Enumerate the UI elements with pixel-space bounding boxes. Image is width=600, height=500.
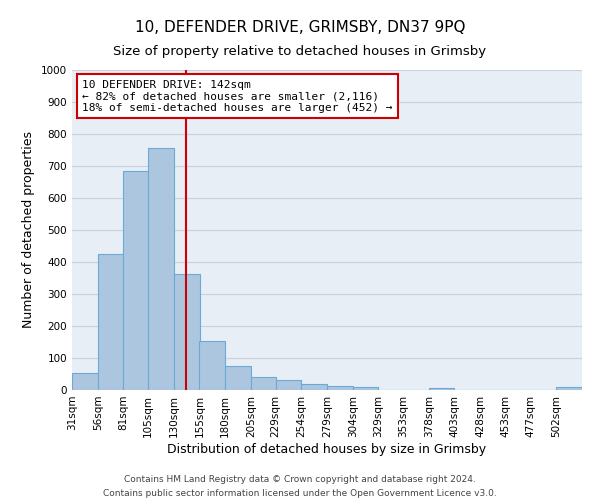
Y-axis label: Number of detached properties: Number of detached properties: [22, 132, 35, 328]
Bar: [148, 148, 174, 390]
Bar: [98, 254, 124, 390]
Text: 10, DEFENDER DRIVE, GRIMSBY, DN37 9PQ: 10, DEFENDER DRIVE, GRIMSBY, DN37 9PQ: [135, 20, 465, 35]
Bar: [199, 341, 225, 390]
Text: Size of property relative to detached houses in Grimsby: Size of property relative to detached ho…: [113, 45, 487, 58]
Bar: [556, 388, 582, 390]
Bar: [72, 374, 98, 390]
Bar: [429, 388, 455, 390]
Bar: [225, 366, 251, 390]
Bar: [251, 376, 275, 390]
Text: 10 DEFENDER DRIVE: 142sqm
← 82% of detached houses are smaller (2,116)
18% of se: 10 DEFENDER DRIVE: 142sqm ← 82% of detac…: [82, 80, 392, 113]
X-axis label: Distribution of detached houses by size in Grimsby: Distribution of detached houses by size …: [167, 442, 487, 456]
Bar: [301, 384, 327, 390]
Bar: [275, 380, 301, 390]
Bar: [174, 274, 199, 390]
Bar: [124, 171, 148, 390]
Bar: [327, 386, 353, 390]
Bar: [353, 388, 379, 390]
Text: Contains HM Land Registry data © Crown copyright and database right 2024.
Contai: Contains HM Land Registry data © Crown c…: [103, 476, 497, 498]
